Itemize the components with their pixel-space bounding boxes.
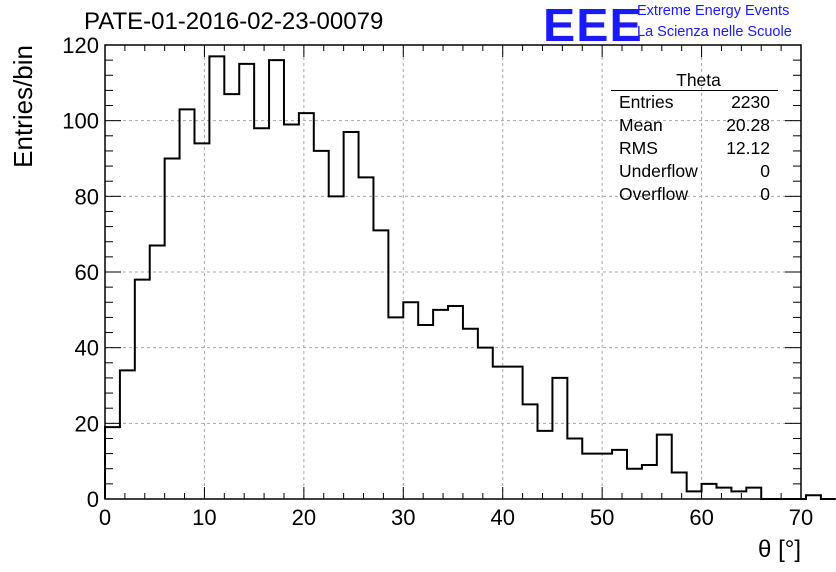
stats-value: 0	[760, 161, 770, 181]
x-tick-label: 70	[789, 505, 813, 530]
histogram-bin	[105, 427, 120, 499]
histogram-bin	[403, 302, 418, 499]
histogram-bin	[359, 177, 374, 499]
stats-row-rms: RMS 12.12	[611, 137, 778, 160]
histogram-bin	[269, 60, 284, 499]
histogram-bin	[135, 280, 150, 499]
histogram-bin	[612, 450, 627, 499]
y-tick-label: 0	[87, 487, 99, 512]
stats-label: Underflow	[619, 161, 698, 181]
x-tick-label: 20	[292, 505, 316, 530]
x-tick-label: 30	[391, 505, 415, 530]
stats-row-entries: Entries 2230	[611, 91, 778, 114]
stats-row-mean: Mean 20.28	[611, 114, 778, 137]
y-tick-label: 100	[62, 109, 99, 134]
y-tick-label: 80	[75, 184, 99, 209]
histogram-bin	[388, 317, 403, 499]
stats-value: 12.12	[726, 138, 770, 158]
x-tick-label: 10	[192, 505, 216, 530]
logo-line-1: Extreme Energy Events	[637, 3, 790, 19]
stats-label: RMS	[619, 138, 658, 158]
histogram-bin	[463, 329, 478, 499]
stats-value: 20.28	[726, 115, 770, 135]
x-tick-label: 0	[99, 505, 111, 530]
x-tick-label: 60	[689, 505, 713, 530]
histogram-bin	[448, 306, 463, 499]
plot-frame	[104, 44, 802, 500]
histogram-bin	[418, 325, 433, 499]
histogram-bin	[582, 454, 597, 499]
histogram-bin	[373, 230, 388, 499]
y-tick-label: 20	[75, 411, 99, 436]
stats-box: Theta Entries 2230 Mean 20.28 RMS 12.12 …	[611, 70, 778, 206]
x-tick-label: 50	[590, 505, 614, 530]
stats-label: Overflow	[619, 184, 689, 204]
histogram-bin	[344, 132, 359, 499]
histogram-bin	[254, 128, 269, 499]
histogram-bin	[716, 488, 731, 499]
histogram-bin	[314, 151, 329, 499]
eee-logo: EEE	[543, 0, 643, 51]
histogram-bin	[538, 431, 553, 499]
histogram-bin	[731, 491, 746, 499]
stats-value: 2230	[731, 92, 770, 112]
histogram-bin	[209, 56, 224, 499]
histogram-bin	[687, 491, 702, 499]
x-axis-label: θ [°]	[758, 536, 801, 563]
histogram-bin	[150, 246, 165, 499]
stats-row-underflow: Underflow 0	[611, 160, 778, 183]
histogram-bin	[284, 124, 299, 499]
histogram-bin	[746, 488, 761, 499]
chart-title: PATE-01-2016-02-23-00079	[84, 8, 384, 35]
stats-label: Mean	[619, 115, 663, 135]
histogram-bin	[299, 113, 314, 499]
stats-title: Theta	[611, 70, 778, 91]
y-tick-label: 60	[75, 260, 99, 285]
stats-row-overflow: Overflow 0	[611, 183, 778, 206]
histogram-bin	[523, 404, 538, 499]
histogram-bin	[120, 370, 135, 499]
y-axis-label: Entries/bin	[8, 45, 38, 168]
y-tick-label: 40	[75, 336, 99, 361]
histogram-bin	[433, 310, 448, 499]
stats-label: Entries	[619, 92, 674, 112]
histogram-bin	[552, 378, 567, 499]
histogram-bin	[493, 367, 508, 499]
histogram-bin	[567, 438, 582, 499]
stats-value: 0	[760, 184, 770, 204]
histogram-bin	[627, 469, 642, 499]
histogram-bin	[239, 64, 254, 499]
y-tick-label: 120	[62, 33, 99, 58]
histogram-series	[104, 55, 836, 500]
histogram-bin	[165, 159, 180, 500]
histogram-bin	[597, 454, 612, 499]
histogram-bin	[657, 435, 672, 499]
histogram-bin	[180, 109, 195, 499]
histogram-bin	[224, 94, 239, 499]
logo-line-2: La Scienza nelle Scuole	[637, 24, 792, 40]
histogram-bin	[642, 465, 657, 499]
histogram-bin	[702, 484, 717, 499]
histogram-bin	[672, 473, 687, 499]
histogram-bin	[508, 367, 523, 499]
x-tick-label: 40	[490, 505, 514, 530]
